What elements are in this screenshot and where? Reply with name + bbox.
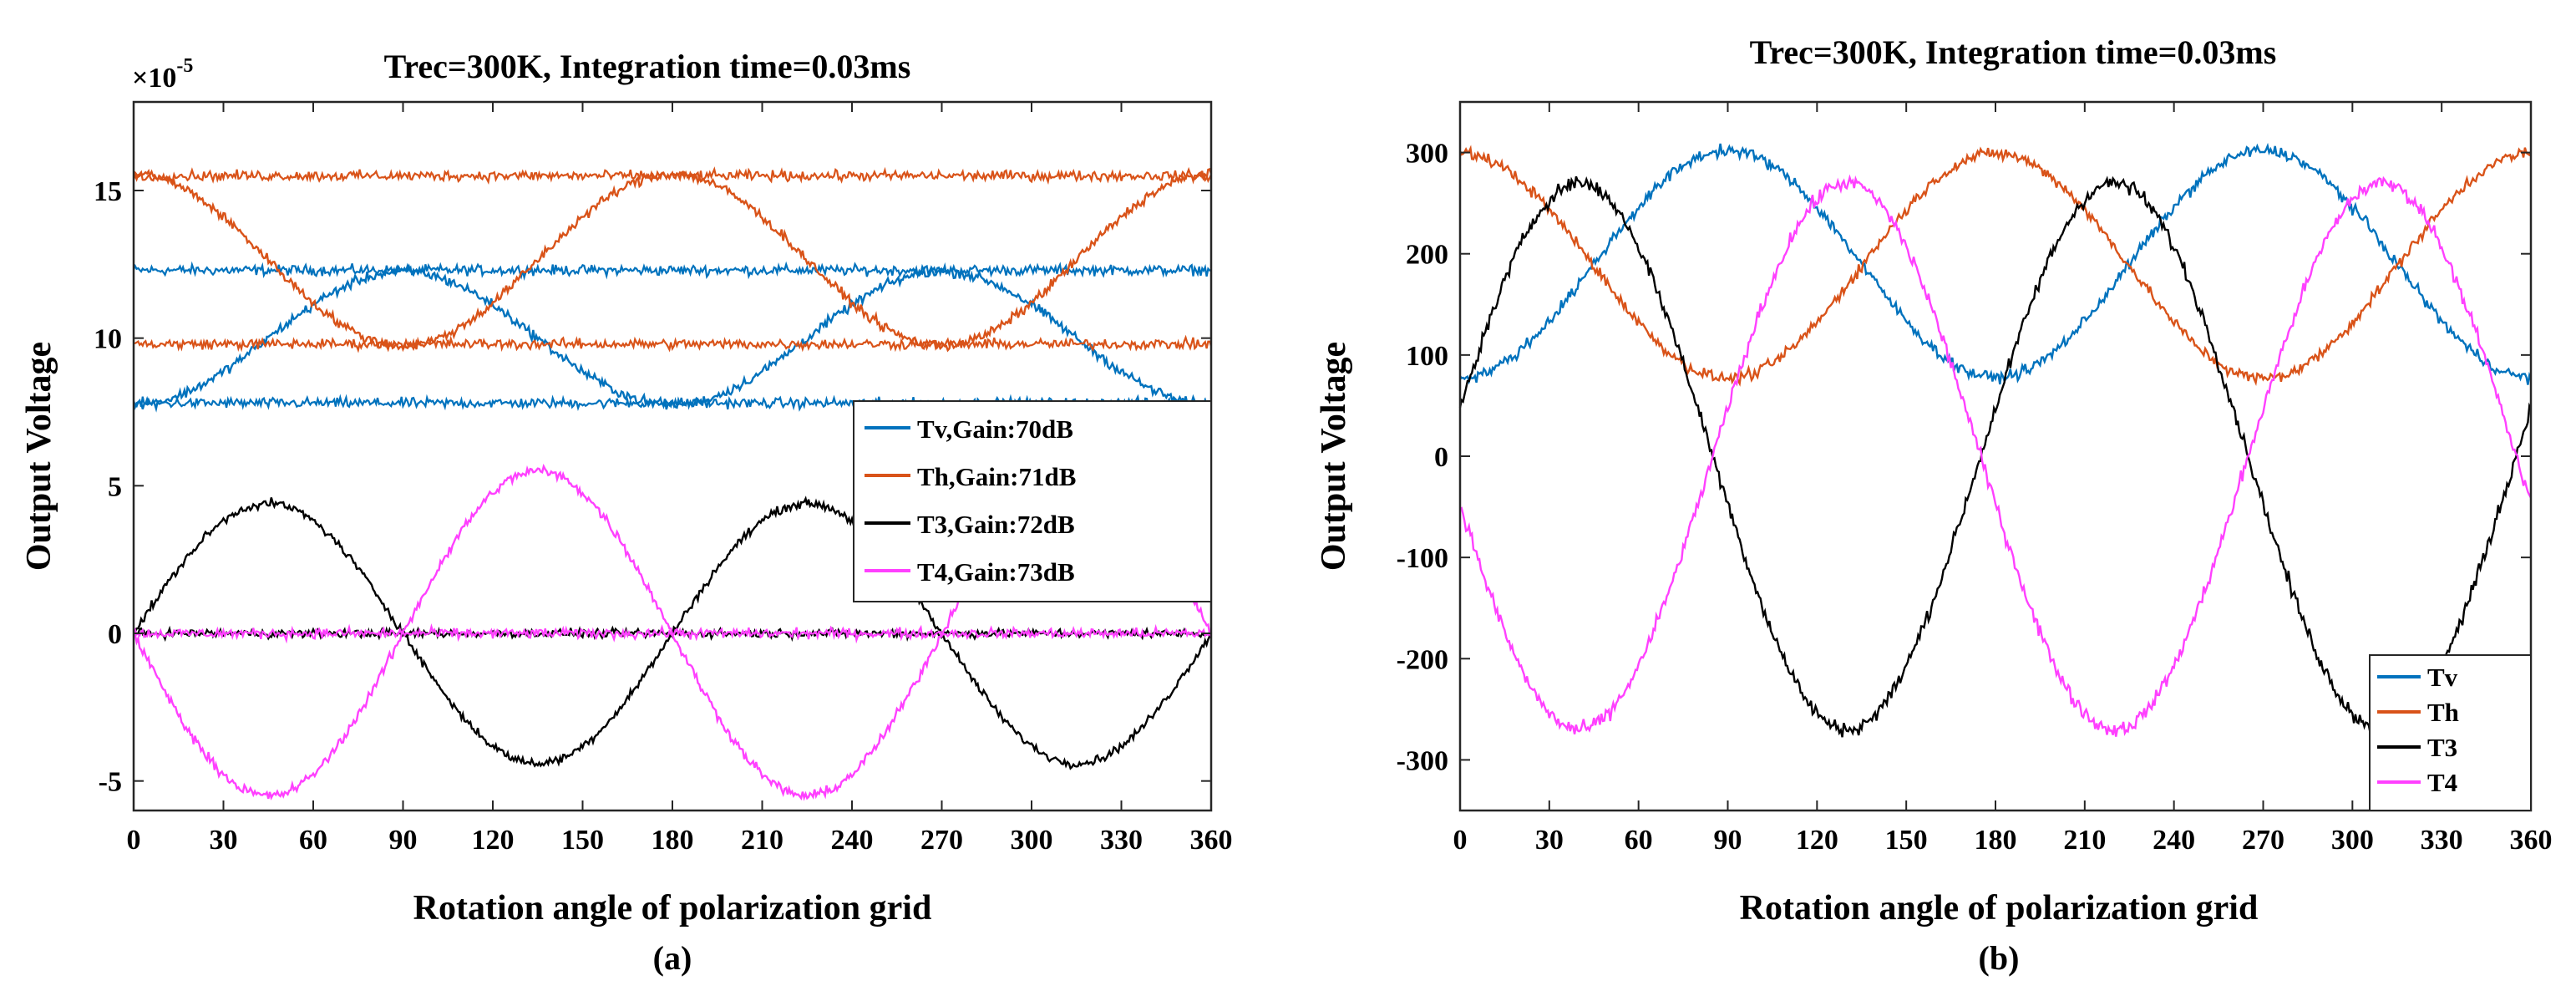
chart-b-xtick-label-11: 330 xyxy=(2421,825,2463,856)
chart-b-legend-box xyxy=(2369,654,2532,811)
chart-a-ticks: 0 30 60 90 120 150 180 210 240 270 300 330 360-50510… xyxy=(94,102,1233,856)
chart-b-ytick-label-2: -100 xyxy=(1397,543,1448,574)
chart-a-legend-label-1: Th,Gain:71dB xyxy=(917,462,1076,491)
chart-a-title: Trec=300K, Integration time=0.03ms xyxy=(384,48,911,85)
chart-a-xtick-label-5: 150 xyxy=(561,825,604,856)
chart-b-xtick-label-10: 300 xyxy=(2331,825,2374,856)
chart-a-legend-label-0: Tv,Gain:70dB xyxy=(917,414,1073,444)
chart-a: Trec=300K, Integration time=0.03ms ×10-5… xyxy=(20,48,1233,977)
chart-b: Trec=300K, Integration time=0.03ms 0 30 60… xyxy=(1315,33,2553,977)
chart-b-ylabel: Output Voltage xyxy=(1315,342,1353,571)
chart-b-ticks: 0 30 60 90 120 150 180 210 240 270 300 330 360 -300 -2… xyxy=(1397,102,2553,856)
chart-a-xtick-label-2: 60 xyxy=(299,825,327,856)
chart-b-xtick-label-3: 90 xyxy=(1714,825,1742,856)
chart-b-xlabel: Rotation angle of polarization grid xyxy=(1740,889,2259,927)
chart-b-xtick-label-1: 30 xyxy=(1535,825,1564,856)
chart-a-ytick-label-1: 0 xyxy=(108,619,122,650)
chart-b-xtick-label-12: 360 xyxy=(2510,825,2553,856)
chart-b-caption: (b) xyxy=(1979,939,2020,977)
chart-a-ytick-label-3: 10 xyxy=(94,324,122,355)
chart-b-ytick-label-5: 200 xyxy=(1406,240,1448,271)
chart-a-series-1-line xyxy=(133,167,1213,353)
chart-b-series-1-line xyxy=(1458,145,2532,387)
chart-a-xlabel: Rotation angle of polarization grid xyxy=(413,889,932,927)
chart-b-xtick-label-7: 210 xyxy=(2063,825,2106,856)
chart-b-legend-label-3: T4 xyxy=(2427,768,2457,797)
chart-a-series-0-baseline-0 xyxy=(132,261,1212,282)
chart-a-scale-note: ×10-5 xyxy=(132,55,193,94)
chart-a-xtick-label-8: 240 xyxy=(831,825,874,856)
chart-a-xtick-label-1: 30 xyxy=(210,825,238,856)
chart-a-caption: (a) xyxy=(653,939,692,977)
chart-b-xtick-label-4: 120 xyxy=(1796,825,1838,856)
chart-b-legend: Tv Th T3 T4 xyxy=(2369,654,2532,811)
chart-a-legend-box xyxy=(853,400,1212,602)
chart-a-xtick-label-4: 120 xyxy=(472,825,515,856)
chart-b-series-0-line xyxy=(1459,142,2533,385)
chart-b-series-3-line xyxy=(1459,174,2533,737)
chart-a-ytick-label-4: 15 xyxy=(94,176,122,207)
chart-a-xtick-label-11: 330 xyxy=(1100,825,1143,856)
chart-a-legend-label-3: T4,Gain:73dB xyxy=(917,557,1075,587)
chart-b-ytick-label-1: -200 xyxy=(1397,644,1448,675)
chart-a-ytick-label-0: -5 xyxy=(99,767,122,798)
chart-a-xtick-label-12: 360 xyxy=(1190,825,1233,856)
chart-b-ytick-label-4: 100 xyxy=(1406,341,1448,372)
chart-b-xtick-label-0: 0 xyxy=(1453,825,1468,856)
chart-a-series-1-baseline-1 xyxy=(133,334,1213,353)
chart-b-xtick-label-2: 60 xyxy=(1625,825,1653,856)
chart-b-series-group xyxy=(1458,142,2533,738)
chart-a-legend: Tv,Gain:70dB Th,Gain:71dB T3,Gain:72dB T… xyxy=(853,400,1212,602)
chart-b-legend-label-2: T3 xyxy=(2427,733,2457,762)
chart-b-xtick-label-5: 150 xyxy=(1885,825,1928,856)
chart-b-xtick-label-9: 270 xyxy=(2242,825,2284,856)
chart-a-series-1-baseline-0 xyxy=(132,166,1212,185)
chart-a-xtick-label-7: 210 xyxy=(741,825,783,856)
chart-b-series-2-line xyxy=(1458,175,2533,738)
chart-b-xtick-label-6: 180 xyxy=(1975,825,2017,856)
chart-a-xtick-label-9: 270 xyxy=(920,825,963,856)
chart-b-legend-label-0: Tv xyxy=(2427,663,2458,692)
chart-a-xtick-label-0: 0 xyxy=(127,825,141,856)
chart-a-xtick-label-10: 300 xyxy=(1011,825,1053,856)
chart-b-xtick-label-8: 240 xyxy=(2153,825,2195,856)
chart-b-plot-area xyxy=(1460,102,2531,811)
chart-b-title: Trec=300K, Integration time=0.03ms xyxy=(1750,33,2277,71)
chart-b-ytick-label-3: 0 xyxy=(1434,442,1448,473)
chart-a-ylabel: Output Voltage xyxy=(20,342,58,571)
chart-a-xtick-label-3: 90 xyxy=(389,825,418,856)
chart-b-ytick-label-0: -300 xyxy=(1397,745,1448,776)
chart-b-frame xyxy=(1458,100,2533,812)
chart-a-ytick-label-2: 5 xyxy=(108,471,122,502)
chart-a-legend-label-2: T3,Gain:72dB xyxy=(917,510,1075,539)
chart-a-xtick-label-6: 180 xyxy=(652,825,694,856)
chart-b-legend-label-1: Th xyxy=(2427,698,2459,727)
chart-b-ytick-label-6: 300 xyxy=(1406,139,1448,170)
